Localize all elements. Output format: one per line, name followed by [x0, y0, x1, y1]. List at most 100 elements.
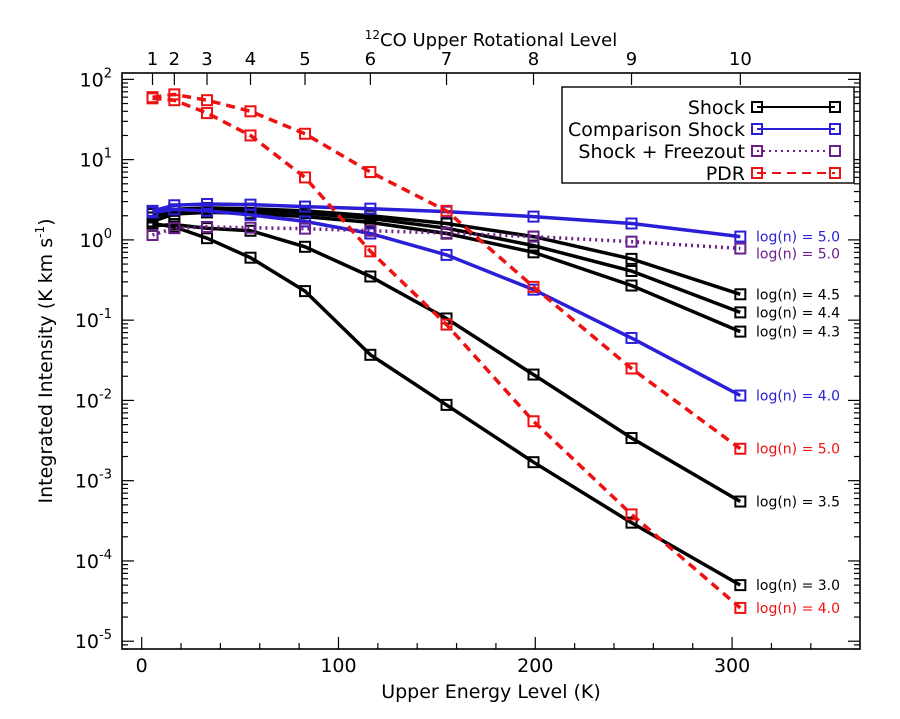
data-point-marker	[146, 92, 159, 105]
top-tick-label: 5	[299, 49, 310, 70]
data-point-marker	[168, 222, 181, 235]
data-point-marker	[751, 145, 763, 157]
data-point-marker	[299, 285, 312, 298]
series-label: log(n) = 3.5	[756, 495, 840, 511]
data-point-marker	[299, 222, 312, 235]
data-point-marker	[364, 166, 377, 179]
x-tick-label: 100	[320, 655, 356, 677]
data-point-marker	[299, 127, 312, 140]
data-point-marker	[364, 224, 377, 237]
series-3	[146, 218, 747, 508]
data-point-marker	[244, 251, 257, 264]
data-point-marker	[201, 197, 214, 210]
data-point-marker	[625, 362, 638, 375]
data-point-marker	[625, 217, 638, 230]
data-point-marker	[625, 516, 638, 529]
y-tick-label: 102	[80, 66, 112, 91]
data-point-marker	[364, 270, 377, 283]
series-label: log(n) = 5.0	[756, 247, 840, 263]
data-point-marker	[146, 229, 159, 242]
data-point-marker	[364, 216, 377, 229]
data-point-marker	[625, 432, 638, 445]
data-point-marker	[201, 94, 214, 107]
y-tick-label: 10-3	[75, 468, 112, 493]
data-point-marker	[244, 208, 257, 221]
series-9	[146, 92, 747, 614]
data-point-marker	[527, 230, 540, 243]
x-tick-label: 300	[714, 655, 750, 677]
top-tick-label: 9	[626, 49, 637, 70]
legend-label: PDR	[706, 163, 745, 185]
data-point-marker	[440, 248, 453, 261]
series-label: log(n) = 5.0	[756, 230, 840, 246]
series-label: log(n) = 4.4	[756, 305, 840, 321]
data-point-marker	[364, 202, 377, 215]
data-point-marker	[168, 203, 181, 216]
y-tick-label: 10-2	[75, 387, 112, 412]
data-point-marker	[751, 101, 763, 113]
data-point-marker	[751, 167, 763, 179]
data-point-marker	[146, 206, 159, 219]
data-point-marker	[201, 204, 214, 217]
data-point-marker	[364, 348, 377, 361]
data-point-marker	[829, 145, 841, 157]
data-point-marker	[201, 107, 214, 120]
x-axis-title: Upper Energy Level (K)	[381, 681, 601, 703]
series-7	[146, 220, 747, 255]
legend-box	[561, 86, 855, 184]
y-axis-title: Integrated Intensity (K km s-1)	[33, 218, 57, 503]
data-point-marker	[244, 129, 257, 142]
x-tick-label: 200	[517, 655, 553, 677]
series-label: log(n) = 4.5	[756, 287, 840, 303]
data-point-marker	[201, 220, 214, 233]
data-point-marker	[734, 242, 747, 255]
series-label: log(n) = 3.0	[756, 578, 840, 594]
y-tick-label: 10-4	[75, 548, 112, 573]
series-line	[151, 225, 741, 251]
legend-label: Comparison Shock	[568, 119, 745, 141]
data-point-marker	[527, 368, 540, 381]
top-tick-label: 7	[441, 49, 452, 70]
data-point-marker	[299, 171, 312, 184]
y-axis-title-sup: -1	[33, 226, 47, 238]
top-tick-label: 6	[365, 49, 376, 70]
top-tick-label: 10	[729, 49, 752, 70]
series-line	[152, 92, 742, 451]
series-line	[151, 210, 741, 334]
data-point-marker	[734, 495, 747, 508]
series-label: log(n) = 4.3	[756, 325, 840, 341]
y-axis-title-close: )	[35, 218, 57, 225]
data-point-marker	[527, 456, 540, 469]
data-point-marker	[625, 279, 638, 292]
data-point-marker	[734, 442, 747, 455]
series-line	[152, 202, 741, 239]
legend-label: Shock + Freezout	[578, 141, 745, 163]
data-point-marker	[829, 167, 841, 179]
plot-frame	[121, 72, 861, 650]
x-tick-label: 0	[136, 655, 148, 677]
series-label: log(n) = 4.0	[756, 601, 840, 617]
data-point-marker	[364, 245, 377, 258]
legend-label: Shock	[688, 97, 745, 119]
data-point-marker	[829, 123, 841, 135]
data-point-marker	[734, 601, 747, 614]
data-point-marker	[751, 123, 763, 135]
y-tick-label: 100	[80, 227, 112, 252]
ticks-layer: 0 100 200 300 1 2 3 4 5 6 7 8 9 10 10-5 10-4 10-3 10-2 10-…	[75, 49, 860, 677]
y-tick-label: 101	[80, 147, 112, 172]
data-point-marker	[527, 415, 540, 428]
data-point-marker	[299, 200, 312, 213]
data-point-marker	[625, 508, 638, 521]
data-point-marker	[201, 232, 214, 245]
data-point-marker	[625, 252, 638, 265]
data-point-marker	[440, 398, 453, 411]
data-point-marker	[440, 226, 453, 239]
y-tick-label: 10-1	[75, 307, 112, 332]
series-line	[152, 207, 742, 398]
data-point-marker	[734, 389, 747, 402]
data-point-marker	[299, 215, 312, 228]
